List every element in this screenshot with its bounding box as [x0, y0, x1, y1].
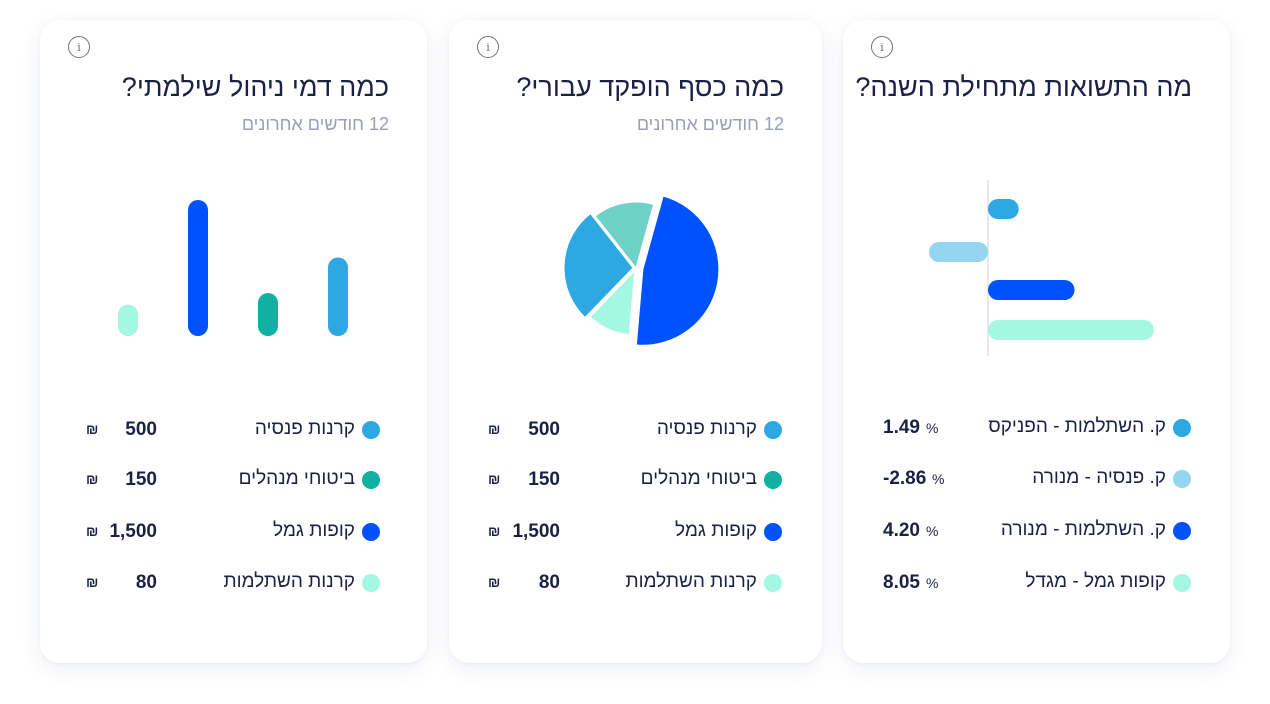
- legend-label: ביטוחי מנהלים: [238, 468, 355, 489]
- legend-value: 500: [528, 419, 560, 440]
- legend-dot: [764, 421, 782, 439]
- shekel-icon: ₪: [488, 471, 501, 487]
- legend-dot: [362, 523, 380, 541]
- legend-label: ק. השתלמות - מנורה: [1000, 519, 1166, 540]
- card-title: כמה דמי ניהול שילמתי?: [121, 72, 389, 102]
- card-title: מה התשואות מתחילת השנה?: [855, 72, 1192, 102]
- legend-row-study-funds: קרנות השתלמות 80 ₪: [449, 568, 822, 598]
- bar-1: [258, 292, 278, 336]
- bar-3: [118, 304, 138, 336]
- legend-value: 80: [135, 572, 157, 593]
- legend-label: קופות גמל: [674, 520, 757, 541]
- bar-0: [328, 257, 348, 336]
- legend-value: 8.05: [883, 572, 920, 593]
- card-subtitle: 12 חודשים אחרונים: [241, 114, 389, 134]
- legend-row-pension: קרנות פנסיה 500 ₪: [40, 415, 427, 445]
- legend-label: קרנות פנסיה: [254, 418, 355, 439]
- management-fees-card: i כמה דמי ניהול שילמתי? 12 חודשים אחרוני…: [40, 20, 427, 663]
- legend-dot: [1173, 574, 1191, 592]
- returns-bar-chart: [929, 180, 1154, 356]
- shekel-icon: ₪: [86, 574, 99, 590]
- legend-row-managers-insurance: ביטוחי מנהלים 150 ₪: [40, 465, 427, 495]
- percent-sign: %: [926, 523, 939, 539]
- legend-dot: [1173, 419, 1191, 437]
- legend-dot: [362, 421, 380, 439]
- shekel-icon: ₪: [488, 421, 501, 437]
- info-icon[interactable]: i: [68, 36, 90, 58]
- legend-row-migdal-provident: קופות גמל - מגדל % 8.05: [843, 568, 1230, 598]
- legend-label: קרנות פנסיה: [656, 418, 757, 439]
- legend-dot: [1173, 470, 1191, 488]
- legend-value: 80: [538, 572, 560, 593]
- bar-2: [988, 280, 1075, 300]
- legend-row-pension: קרנות פנסיה 500 ₪: [449, 415, 822, 445]
- deposits-card: i כמה כסף הופקד עבורי? 12 חודשים אחרונים…: [449, 20, 822, 663]
- pie-slice-2: [635, 195, 720, 346]
- legend-dot: [764, 523, 782, 541]
- returns-card: i מה התשואות מתחילת השנה? ק. השתלמות - ה…: [843, 20, 1230, 663]
- legend-label: קרנות השתלמות: [223, 571, 355, 592]
- shekel-icon: ₪: [86, 421, 99, 437]
- legend-row-provident-funds: קופות גמל 1,500 ₪: [40, 517, 427, 547]
- bar-3: [988, 320, 1154, 340]
- bar-1: [929, 242, 988, 262]
- pie-slice-0: [563, 212, 634, 319]
- legend-value: 500: [125, 419, 157, 440]
- legend-dot: [362, 574, 380, 592]
- legend-dot: [764, 471, 782, 489]
- legend-value: 1,500: [109, 521, 157, 542]
- pie-slice-3: [589, 269, 636, 336]
- legend-row-provident-funds: קופות גמל 1,500 ₪: [449, 517, 822, 547]
- percent-sign: %: [932, 471, 945, 487]
- legend-row-study-funds: קרנות השתלמות 80 ₪: [40, 568, 427, 598]
- legend-value: 150: [125, 469, 157, 490]
- legend-row-menora-pension: ק. פנסיה - מנורה % -2.86: [843, 464, 1230, 494]
- legend-value: 150: [528, 469, 560, 490]
- shekel-icon: ₪: [488, 574, 501, 590]
- legend-dot: [764, 574, 782, 592]
- info-icon[interactable]: i: [477, 36, 499, 58]
- legend-label: ביטוחי מנהלים: [640, 468, 757, 489]
- legend-label: קרנות השתלמות: [625, 571, 757, 592]
- legend-value: 1,500: [512, 521, 560, 542]
- pie-slice-1: [594, 201, 655, 270]
- legend-value: -2.86: [883, 468, 927, 489]
- bar-0: [988, 199, 1019, 219]
- legend-dot: [1173, 522, 1191, 540]
- legend-label: ק. פנסיה - מנורה: [1032, 467, 1166, 488]
- legend-row-managers-insurance: ביטוחי מנהלים 150 ₪: [449, 465, 822, 495]
- card-subtitle: 12 חודשים אחרונים: [636, 114, 784, 134]
- info-icon[interactable]: i: [871, 36, 893, 58]
- legend-value: 4.20: [883, 520, 920, 541]
- card-title: כמה כסף הופקד עבורי?: [516, 72, 784, 102]
- deposits-pie-chart: [563, 195, 720, 346]
- bar-2: [188, 200, 208, 336]
- shekel-icon: ₪: [86, 523, 99, 539]
- legend-row-phoenix-study: ק. השתלמות - הפניקס % 1.49: [843, 413, 1230, 443]
- legend-label: קופות גמל - מגדל: [1025, 571, 1166, 592]
- legend-label: ק. השתלמות - הפניקס: [988, 416, 1166, 437]
- legend-row-menora-study: ק. השתלמות - מנורה % 4.20: [843, 516, 1230, 546]
- percent-sign: %: [926, 575, 939, 591]
- management-fees-bar-chart: [118, 200, 348, 336]
- legend-dot: [362, 471, 380, 489]
- percent-sign: %: [926, 420, 939, 436]
- shekel-icon: ₪: [488, 523, 501, 539]
- shekel-icon: ₪: [86, 471, 99, 487]
- legend-label: קופות גמל: [272, 520, 355, 541]
- legend-value: 1.49: [883, 417, 920, 438]
